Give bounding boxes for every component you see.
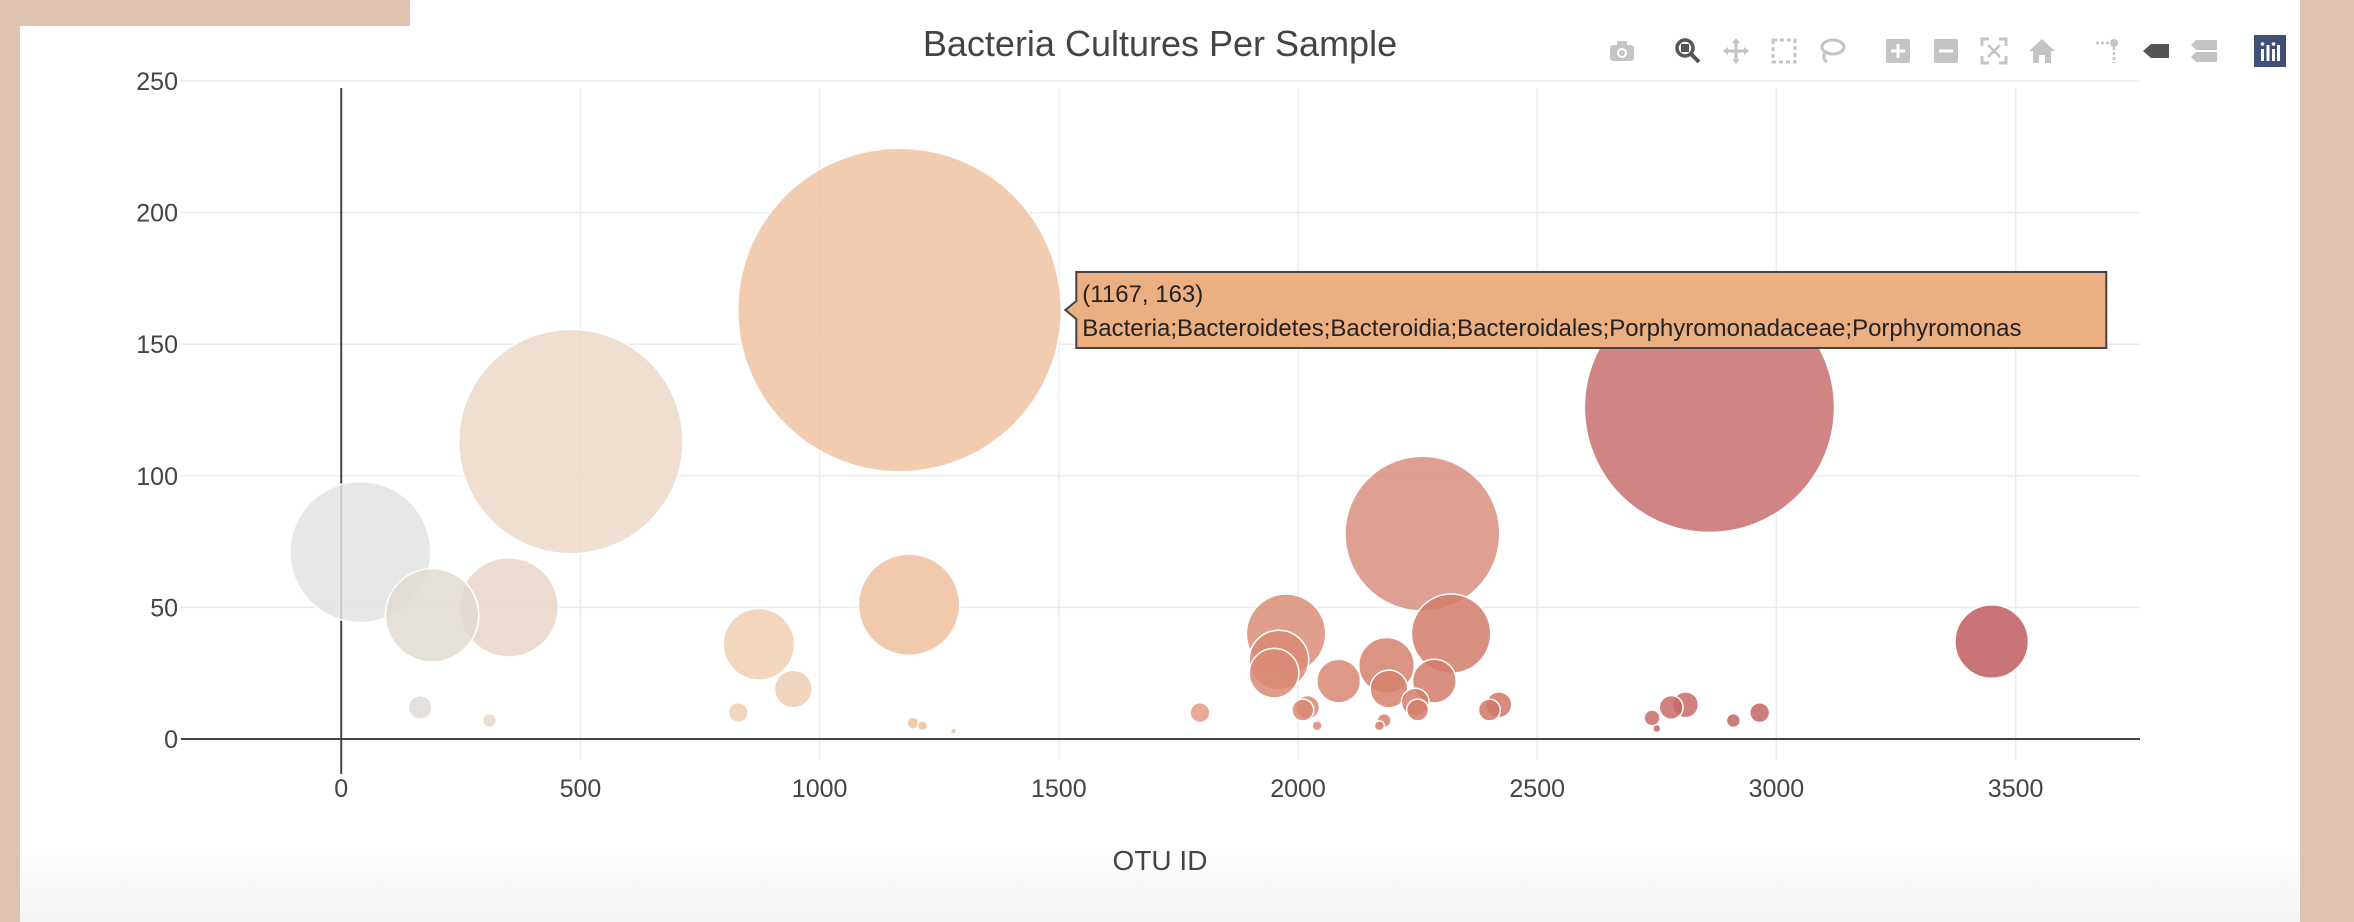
zero-lines xyxy=(181,88,2140,774)
y-tick-label: 150 xyxy=(136,331,178,359)
bubble[interactable] xyxy=(949,727,958,735)
x-tick-label: 2500 xyxy=(1509,775,1565,803)
bubbles[interactable] xyxy=(289,147,2030,735)
hover-closest-icon[interactable] xyxy=(2132,30,2180,72)
y-tick-label: 250 xyxy=(136,68,178,96)
bubble[interactable] xyxy=(1954,604,2030,680)
bubble[interactable] xyxy=(481,712,498,729)
tooltip-box xyxy=(1063,271,2108,349)
chart-panel xyxy=(20,26,2300,922)
box-select-icon[interactable] xyxy=(1760,30,1808,72)
modebar xyxy=(1598,30,2294,72)
bubble[interactable] xyxy=(1405,698,1430,722)
bubble[interactable] xyxy=(1316,658,1362,704)
background-strip xyxy=(0,0,410,26)
bubble[interactable] xyxy=(1248,647,1300,699)
plotly-logo-icon[interactable] xyxy=(2246,30,2294,72)
x-tick-label: 1500 xyxy=(1031,775,1087,803)
bubble[interactable] xyxy=(1658,694,1684,721)
bubble[interactable] xyxy=(384,567,480,663)
x-tick-label: 3500 xyxy=(1988,775,2044,803)
x-tick-label: 500 xyxy=(560,775,602,803)
y-tick-labels: 0 50 100 150 200 250 xyxy=(136,68,178,754)
bubble[interactable] xyxy=(1189,701,1211,724)
bubble[interactable] xyxy=(1291,698,1315,722)
x-tick-labels: 0 500 1000 1500 2000 2500 3000 3500 xyxy=(334,775,2043,803)
y-tick-label: 100 xyxy=(136,463,178,491)
tooltip-label: Bacteria;Bacteroidetes;Bacteroidia;Bacte… xyxy=(1082,315,2021,342)
bubble[interactable] xyxy=(407,694,433,721)
bubble[interactable] xyxy=(1477,698,1502,722)
bubble[interactable] xyxy=(727,701,749,724)
bubble[interactable] xyxy=(457,328,684,555)
chart-panel-top xyxy=(410,0,2300,26)
y-tick-label: 200 xyxy=(136,200,178,228)
bubble[interactable] xyxy=(1344,455,1501,612)
autoscale-icon[interactable] xyxy=(1970,30,2018,72)
x-tick-label: 1000 xyxy=(792,775,848,803)
bubble[interactable] xyxy=(1643,709,1661,727)
camera-icon[interactable] xyxy=(1598,30,1646,72)
hover-tooltip: (1167, 163) Bacteria;Bacteroidetes;Bacte… xyxy=(1063,271,2108,349)
tooltip-coordinates: (1167, 163) xyxy=(1082,281,1203,308)
y-tick-label: 50 xyxy=(150,594,178,622)
bubble[interactable] xyxy=(1652,723,1662,734)
x-tick-label: 0 xyxy=(334,775,348,803)
x-tick-label: 2000 xyxy=(1270,775,1326,803)
y-tick-label: 0 xyxy=(164,726,178,754)
spike-lines-icon[interactable] xyxy=(2084,30,2132,72)
chart-title: Bacteria Cultures Per Sample xyxy=(923,23,1397,64)
bubble[interactable] xyxy=(1748,701,1771,724)
zoom-icon[interactable] xyxy=(1664,30,1712,72)
zoom-in-icon[interactable] xyxy=(1874,30,1922,72)
bubble[interactable] xyxy=(1725,712,1742,729)
bubble[interactable] xyxy=(916,720,929,732)
zoom-out-icon[interactable] xyxy=(1922,30,1970,72)
bubble[interactable] xyxy=(857,553,961,657)
bubble[interactable] xyxy=(773,669,813,709)
x-tick-label: 3000 xyxy=(1749,775,1805,803)
bubble[interactable] xyxy=(1311,720,1323,732)
lasso-icon[interactable] xyxy=(1808,30,1856,72)
bubble[interactable] xyxy=(736,147,1063,473)
pan-icon[interactable] xyxy=(1712,30,1760,72)
reset-axes-icon[interactable] xyxy=(2018,30,2066,72)
bubble[interactable] xyxy=(722,607,796,681)
bubble[interactable] xyxy=(1373,720,1386,732)
x-axis-title: OTU ID xyxy=(1113,845,1208,876)
hover-compare-icon[interactable] xyxy=(2180,30,2228,72)
bubble[interactable] xyxy=(1369,669,1409,709)
